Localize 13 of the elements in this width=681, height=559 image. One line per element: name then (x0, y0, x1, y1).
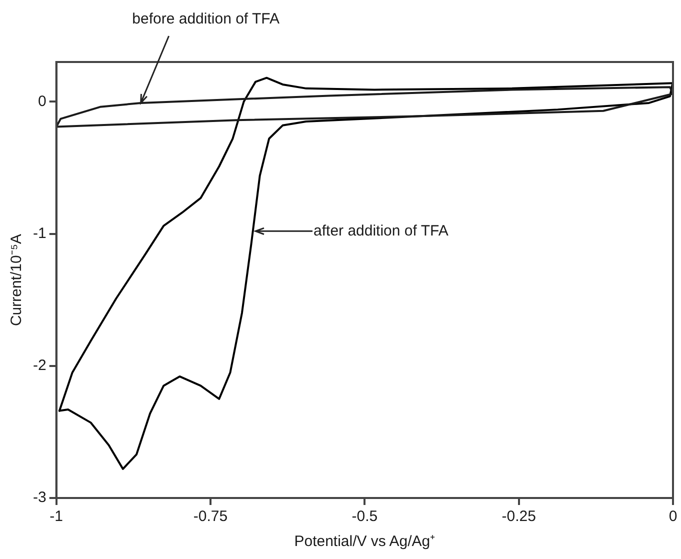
y-tick-label: -2 (32, 357, 46, 374)
y-axis-title: Current/10⁻⁵A (8, 234, 26, 326)
x-tick-label: -0.5 (352, 508, 378, 526)
y-tick-label: -1 (32, 224, 46, 242)
x-axis-title: Potential/V vs Ag/Ag⁺ (294, 533, 436, 550)
x-tick-label: -1 (50, 508, 64, 526)
y-tick-label: -3 (32, 489, 46, 506)
annotation: after addition of TFA (314, 222, 448, 240)
x-tick-label: -0.25 (502, 508, 536, 526)
x-tick-label: 0 (668, 508, 678, 526)
y-tick-label: 0 (38, 92, 46, 110)
x-tick-label: -0.75 (193, 508, 228, 526)
annotation: before addition of TFA (132, 10, 280, 28)
